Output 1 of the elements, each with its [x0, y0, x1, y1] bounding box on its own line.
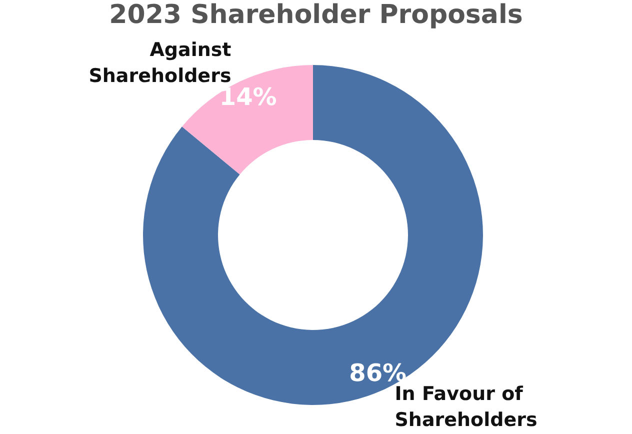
chart-title: 2023 Shareholder Proposals [108, 0, 524, 30]
